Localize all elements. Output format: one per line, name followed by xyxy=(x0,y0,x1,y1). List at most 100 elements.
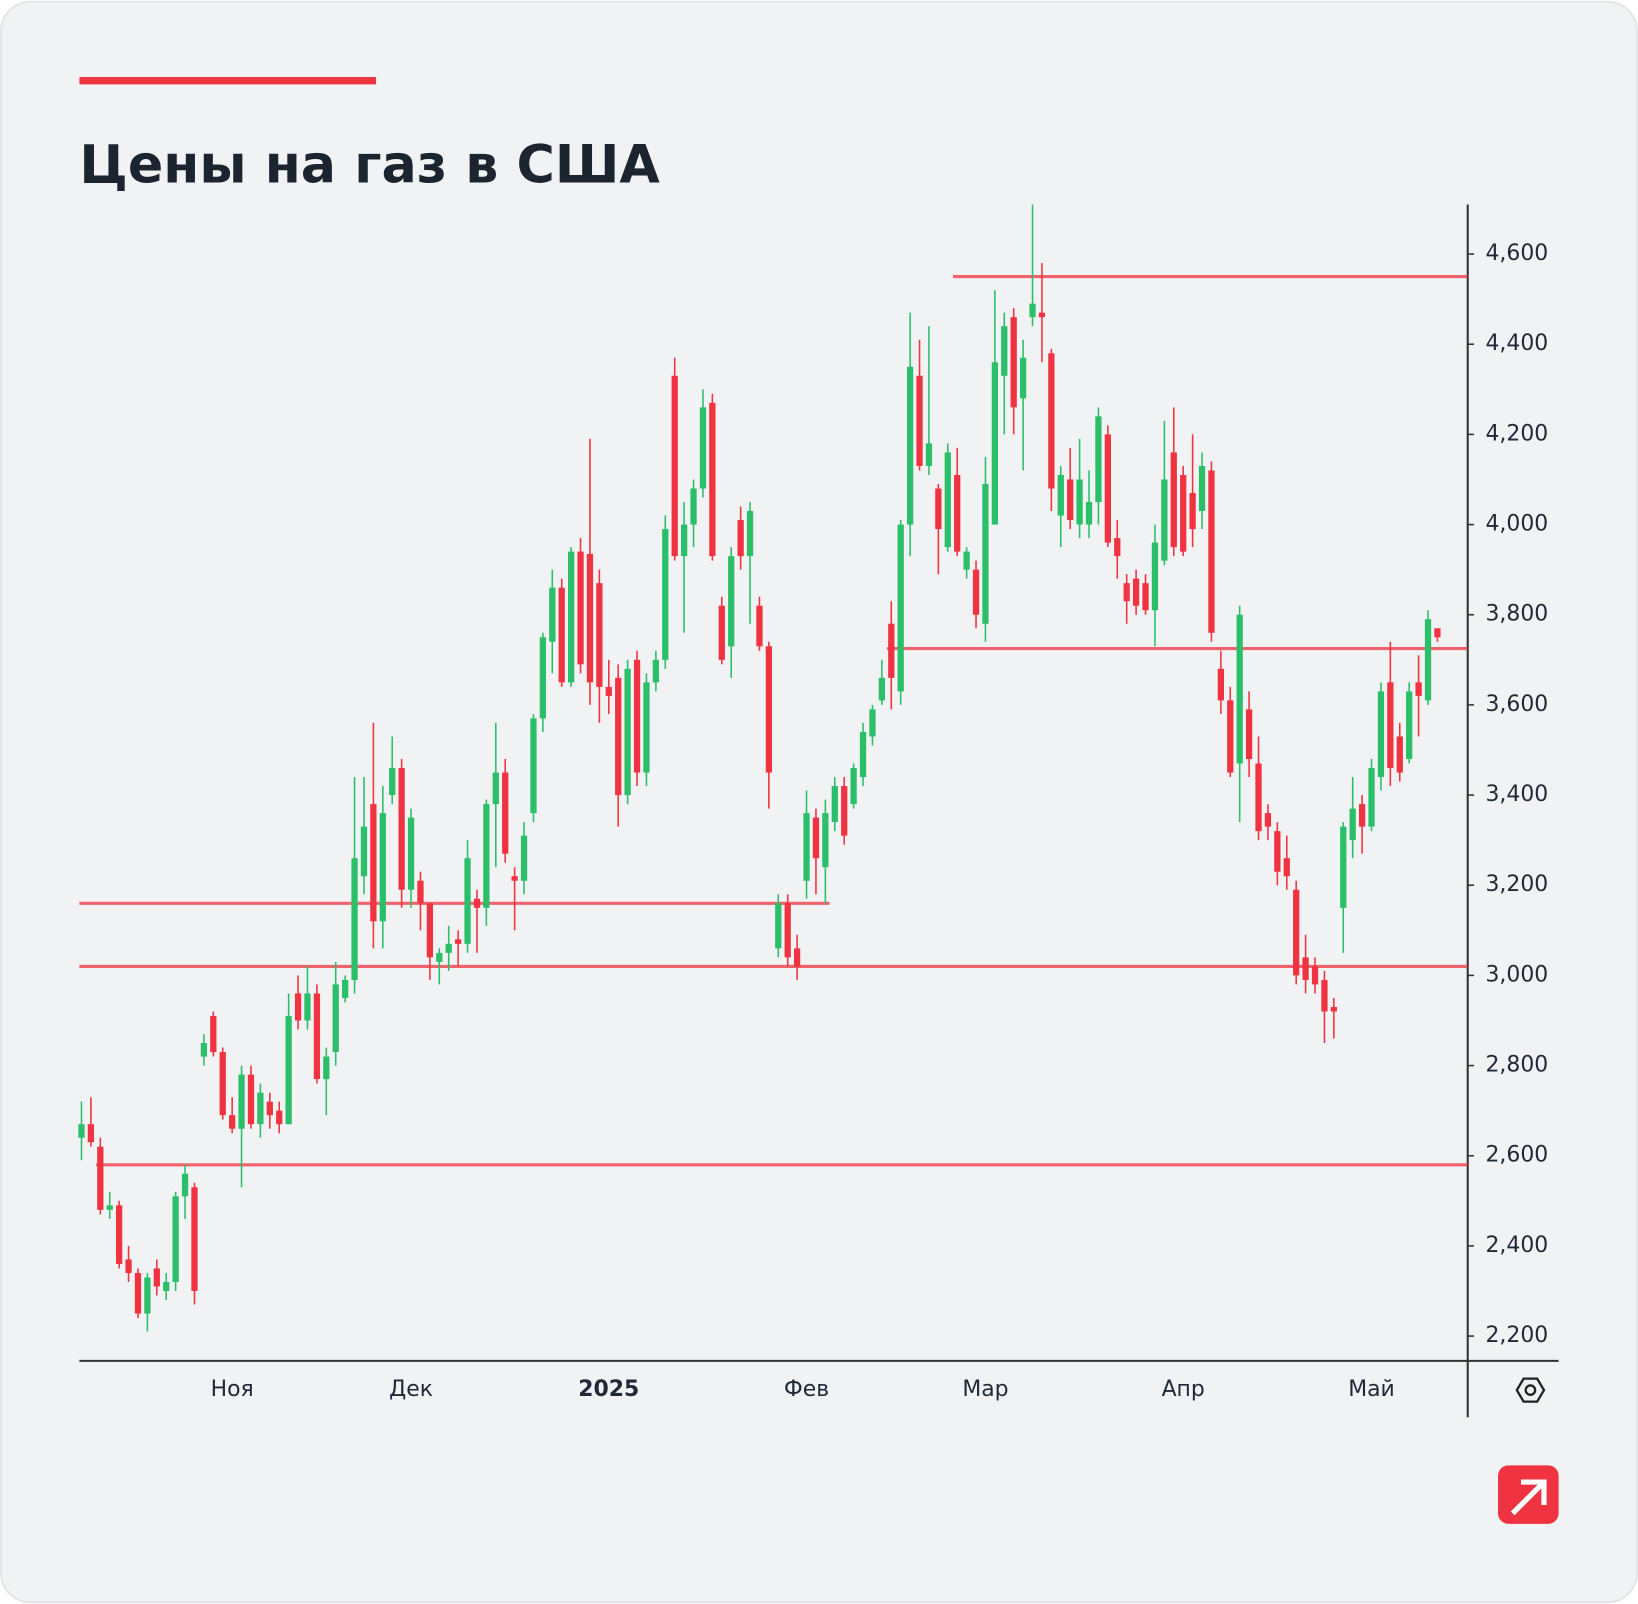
candle-body xyxy=(1434,628,1441,638)
candle-body xyxy=(455,939,462,944)
x-tick-label: Дек xyxy=(389,1377,433,1402)
x-tick-label: Май xyxy=(1348,1377,1395,1402)
x-tick-label: Фев xyxy=(784,1377,829,1402)
candle-body xyxy=(596,583,603,687)
candle-body xyxy=(492,772,499,805)
candle-body xyxy=(511,876,518,881)
candle-body xyxy=(351,858,358,980)
y-tick-label: 4,400 xyxy=(1485,331,1548,356)
candle-body xyxy=(445,943,452,953)
candle-body xyxy=(991,362,998,525)
candle-body xyxy=(342,979,349,998)
candle-body xyxy=(888,623,895,678)
candle-body xyxy=(407,817,415,890)
candle-body xyxy=(87,1124,95,1143)
candle-body xyxy=(1029,303,1036,318)
candle-body xyxy=(78,1124,85,1138)
chart-title: Цены на газ в США xyxy=(79,136,660,196)
candle-body xyxy=(1038,312,1046,318)
candle-body xyxy=(238,1074,245,1129)
candle-body xyxy=(370,804,377,922)
candle-body xyxy=(746,511,754,557)
candle-body xyxy=(219,1052,226,1116)
candle-body xyxy=(294,993,302,1021)
y-tick-label: 4,600 xyxy=(1485,241,1548,266)
candle-body xyxy=(276,1110,283,1125)
candle-body xyxy=(530,718,537,814)
candle-body xyxy=(662,529,669,660)
candle-body xyxy=(502,772,509,854)
candle-body xyxy=(539,637,547,719)
candle-body xyxy=(737,520,744,557)
candle-body xyxy=(935,488,942,530)
candle-body xyxy=(586,553,594,683)
candle-body xyxy=(436,952,443,962)
candle-body xyxy=(266,1101,273,1116)
candle-body xyxy=(1048,353,1055,489)
candle-body xyxy=(97,1146,104,1210)
candle-body xyxy=(680,524,688,557)
candle-body xyxy=(605,686,612,696)
candle-body xyxy=(1076,479,1083,525)
candle-body xyxy=(954,474,961,552)
candle-body xyxy=(577,551,584,665)
candle-body xyxy=(1387,682,1394,769)
logo xyxy=(1498,1465,1559,1524)
candle-body xyxy=(332,984,339,1053)
candle-body xyxy=(134,1272,142,1314)
candle-body xyxy=(144,1277,151,1314)
y-tick-label: 2,400 xyxy=(1485,1233,1548,1258)
candle-body xyxy=(831,786,838,823)
candle-body xyxy=(229,1115,236,1129)
candle-body xyxy=(671,375,678,557)
candle-body xyxy=(1123,583,1130,602)
candle-body xyxy=(426,903,434,958)
candle-body xyxy=(1067,479,1074,521)
candle-body xyxy=(652,659,660,683)
candle-body xyxy=(398,768,405,890)
candle-body xyxy=(718,605,725,660)
candle-body xyxy=(963,551,970,570)
candle-body xyxy=(1330,1006,1337,1012)
candle-body xyxy=(106,1205,113,1210)
candle-body xyxy=(1142,583,1149,611)
candle-body xyxy=(473,898,481,908)
candle-body xyxy=(304,993,311,1021)
candle-body xyxy=(925,443,933,466)
candle-body xyxy=(1311,966,1319,985)
candle-body xyxy=(1208,470,1215,633)
candle-body xyxy=(982,483,989,624)
candle-body xyxy=(1001,326,1008,376)
candle-body xyxy=(1151,542,1159,611)
y-tick-label: 2,200 xyxy=(1485,1323,1548,1348)
candle-body xyxy=(1368,768,1375,827)
candle-body xyxy=(285,1015,292,1125)
candle-body xyxy=(313,993,321,1080)
candle-body xyxy=(1019,357,1027,399)
candle-body xyxy=(1217,668,1224,701)
candle-body xyxy=(906,366,914,525)
candle-body xyxy=(793,948,801,967)
candle-body xyxy=(181,1173,189,1197)
candle-body xyxy=(389,768,396,796)
candle-body xyxy=(1358,804,1366,827)
candle-body xyxy=(775,903,782,949)
candle-body xyxy=(765,646,773,773)
candle-body xyxy=(944,452,951,548)
candle-body xyxy=(1340,826,1347,908)
candle-body xyxy=(210,1015,217,1053)
settings-icon[interactable] xyxy=(1515,1377,1546,1403)
y-tick-label: 4,200 xyxy=(1485,421,1548,446)
x-tick-label: 2025 xyxy=(578,1377,639,1402)
candle-body xyxy=(558,587,565,683)
candle-body xyxy=(257,1092,264,1125)
candle-body xyxy=(1170,452,1177,548)
candle-body xyxy=(615,677,622,796)
candle-body xyxy=(323,1056,330,1080)
candle-body xyxy=(841,786,848,836)
candle-body xyxy=(850,768,857,805)
candle-body xyxy=(709,402,716,557)
candle-body xyxy=(125,1259,132,1273)
candle-body xyxy=(812,817,820,859)
